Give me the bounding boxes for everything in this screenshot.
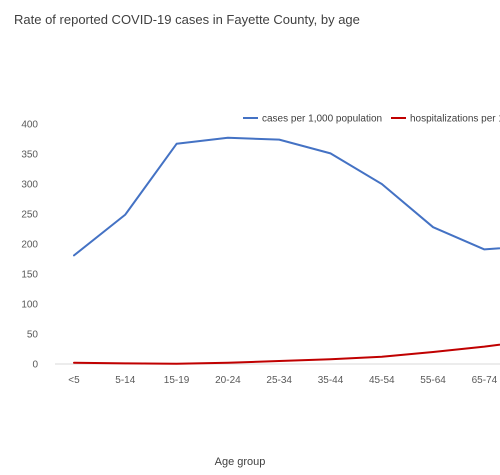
y-tick-label: 400 xyxy=(21,120,38,131)
chart-title: Rate of reported COVID-19 cases in Fayet… xyxy=(14,12,360,27)
series-line-1 xyxy=(73,136,500,257)
x-tick-label: 5-14 xyxy=(115,375,135,386)
x-tick-label: 35-44 xyxy=(318,375,344,386)
y-tick-label: 350 xyxy=(21,150,38,161)
x-tick-label: 45-54 xyxy=(369,375,395,386)
legend-label-1: cases per 1,000 population xyxy=(262,114,382,125)
x-tick-label: 65-74 xyxy=(472,375,498,386)
x-tick-label: 20-24 xyxy=(215,375,241,386)
legend-label-2: hospitalizations per 1,000 population xyxy=(410,114,500,125)
y-axis: 0 50 100 150 200 250 300 350 400 xyxy=(21,120,38,371)
y-tick-label: 300 xyxy=(21,180,38,191)
series-line-2 xyxy=(73,343,500,365)
legend: cases per 1,000 population hospitalizatio… xyxy=(243,114,500,125)
y-tick-label: 0 xyxy=(32,360,38,371)
x-tick-label: 25-34 xyxy=(266,375,292,386)
x-tick-label: 55-64 xyxy=(420,375,446,386)
y-tick-label: 100 xyxy=(21,300,38,311)
y-tick-label: 250 xyxy=(21,210,38,221)
x-axis-title: Age group xyxy=(215,456,266,468)
series-group xyxy=(73,136,500,365)
y-tick-label: 150 xyxy=(21,270,38,281)
x-tick-label: 15-19 xyxy=(164,375,190,386)
y-tick-label: 50 xyxy=(27,330,39,341)
x-axis: <5 5-14 15-19 20-24 25-34 35-44 45-54 55-64 65-7… xyxy=(68,375,498,386)
x-tick-label: <5 xyxy=(68,375,80,386)
y-tick-label: 200 xyxy=(21,240,38,251)
